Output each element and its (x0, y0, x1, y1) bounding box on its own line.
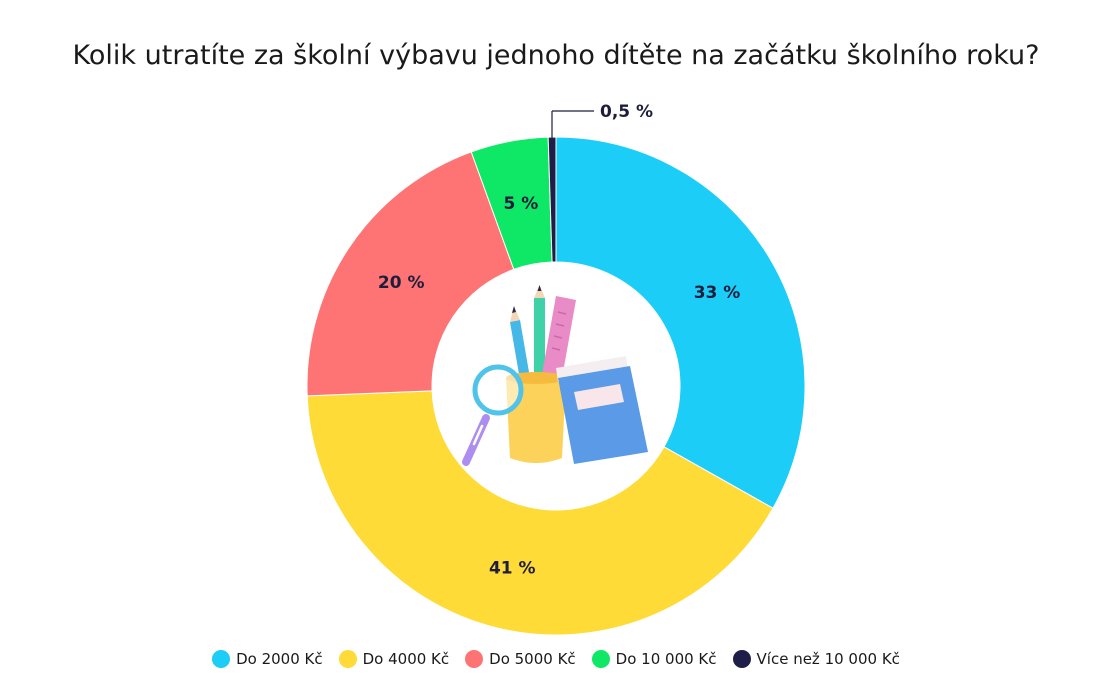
slices-group (306, 136, 806, 636)
legend-label: Do 5000 Kč (489, 650, 576, 668)
donut-slice[interactable] (547, 136, 557, 263)
legend-item[interactable]: Do 5000 Kč (465, 650, 576, 668)
slice-value-label: 20 % (378, 273, 425, 293)
legend-marker (591, 650, 610, 668)
legend-marker (212, 650, 231, 668)
slice-value-label: 5 % (503, 194, 538, 214)
legend-item[interactable]: Do 10 000 Kč (591, 650, 717, 668)
slice-value-label: 0,5 % (600, 102, 653, 122)
school-supplies-icon (462, 285, 648, 466)
legend-item[interactable]: Více než 10 000 Kč (732, 650, 900, 668)
legend-item[interactable]: Do 4000 Kč (338, 650, 450, 668)
legend-marker (465, 650, 484, 668)
donut-slice[interactable] (555, 136, 806, 509)
legend-marker (732, 650, 751, 668)
legend-label: Do 2000 Kč (236, 650, 323, 668)
labels-group: 33 % 41 % 20 % 5 % 0,5 % (378, 102, 740, 578)
legend-marker (338, 650, 357, 668)
slice-value-label: 33 % (694, 283, 741, 303)
legend-label: Do 4000 Kč (362, 650, 450, 668)
legend-item[interactable]: Do 2000 Kč (212, 650, 323, 668)
donut-slice[interactable] (306, 151, 515, 397)
legend-label: Do 10 000 Kč (615, 650, 717, 668)
donut-slice[interactable] (306, 390, 774, 636)
slice-value-label: 41 % (489, 558, 536, 578)
legend: Do 2000 Kč Do 4000 Kč Do 5000 Kč Do 10 0… (0, 650, 1112, 668)
chart-title: Kolik utratíte za školní výbavu jednoho … (72, 40, 1040, 71)
legend-label: Více než 10 000 Kč (756, 650, 900, 668)
